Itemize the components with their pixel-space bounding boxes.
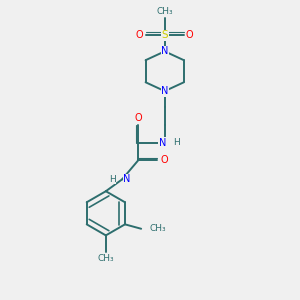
Text: O: O	[186, 30, 194, 40]
Text: N: N	[124, 174, 131, 184]
Text: O: O	[134, 113, 142, 124]
Text: S: S	[161, 30, 168, 40]
Text: CH₃: CH₃	[156, 7, 173, 16]
Text: H: H	[109, 175, 116, 184]
Text: H: H	[174, 138, 180, 147]
Text: O: O	[160, 155, 168, 165]
Text: N: N	[161, 46, 168, 56]
Text: CH₃: CH₃	[149, 224, 166, 233]
Text: N: N	[161, 86, 168, 96]
Text: CH₃: CH₃	[98, 254, 114, 263]
Text: O: O	[136, 30, 143, 40]
Text: N: N	[159, 138, 166, 148]
